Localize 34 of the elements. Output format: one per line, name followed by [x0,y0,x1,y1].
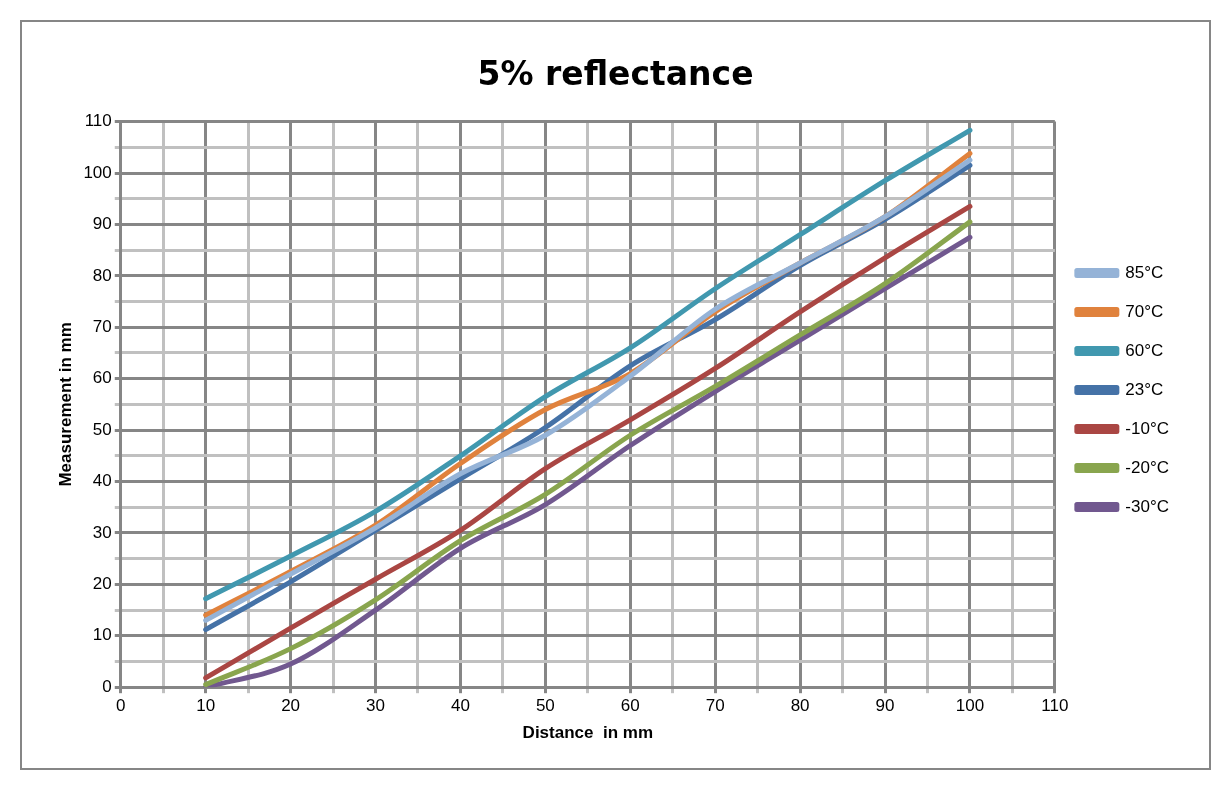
legend-label: 23°C [1125,379,1164,399]
y-tick-label: 10 [92,625,112,645]
x-tick-label: 0 [116,696,126,716]
legend-label: 70°C [1125,301,1164,321]
chart-title: 5% reflectance [477,54,754,94]
y-tick-label: 50 [92,419,112,439]
y-tick-label: 0 [102,676,112,696]
x-tick-label: 100 [955,696,985,716]
legend-label: 60°C [1125,340,1164,360]
legend-label: -20°C [1125,457,1170,477]
y-axis-title: Measurement in mm [55,322,75,487]
y-tick-label: 70 [92,316,112,336]
x-tick-label: 50 [535,696,555,716]
y-tick-label: 40 [92,471,112,491]
x-tick-label: 20 [281,696,301,716]
x-tick-label: 60 [620,696,640,716]
y-tick-label: 20 [92,574,112,594]
legend-label: 85°C [1125,262,1164,282]
x-axis-title: Distance in mm [522,723,653,743]
y-tick-label: 110 [84,111,112,131]
x-tick-label: 80 [790,696,810,716]
y-tick-label: 90 [92,214,112,234]
legend-label: -30°C [1125,496,1170,516]
y-tick-label: 100 [83,162,112,182]
y-tick-label: 30 [92,522,112,542]
legend-label: -10°C [1125,418,1170,438]
x-tick-label: 90 [875,696,895,716]
x-tick-label: 30 [366,696,385,716]
x-tick-label: 10 [196,696,216,716]
x-tick-label: 70 [705,696,725,716]
y-tick-label: 80 [92,265,112,285]
x-tick-label: 40 [450,696,470,716]
y-tick-label: 60 [92,368,112,388]
x-tick-label: 110 [1041,696,1069,716]
